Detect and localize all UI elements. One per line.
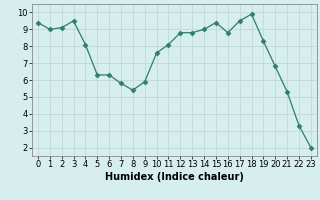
- X-axis label: Humidex (Indice chaleur): Humidex (Indice chaleur): [105, 172, 244, 182]
